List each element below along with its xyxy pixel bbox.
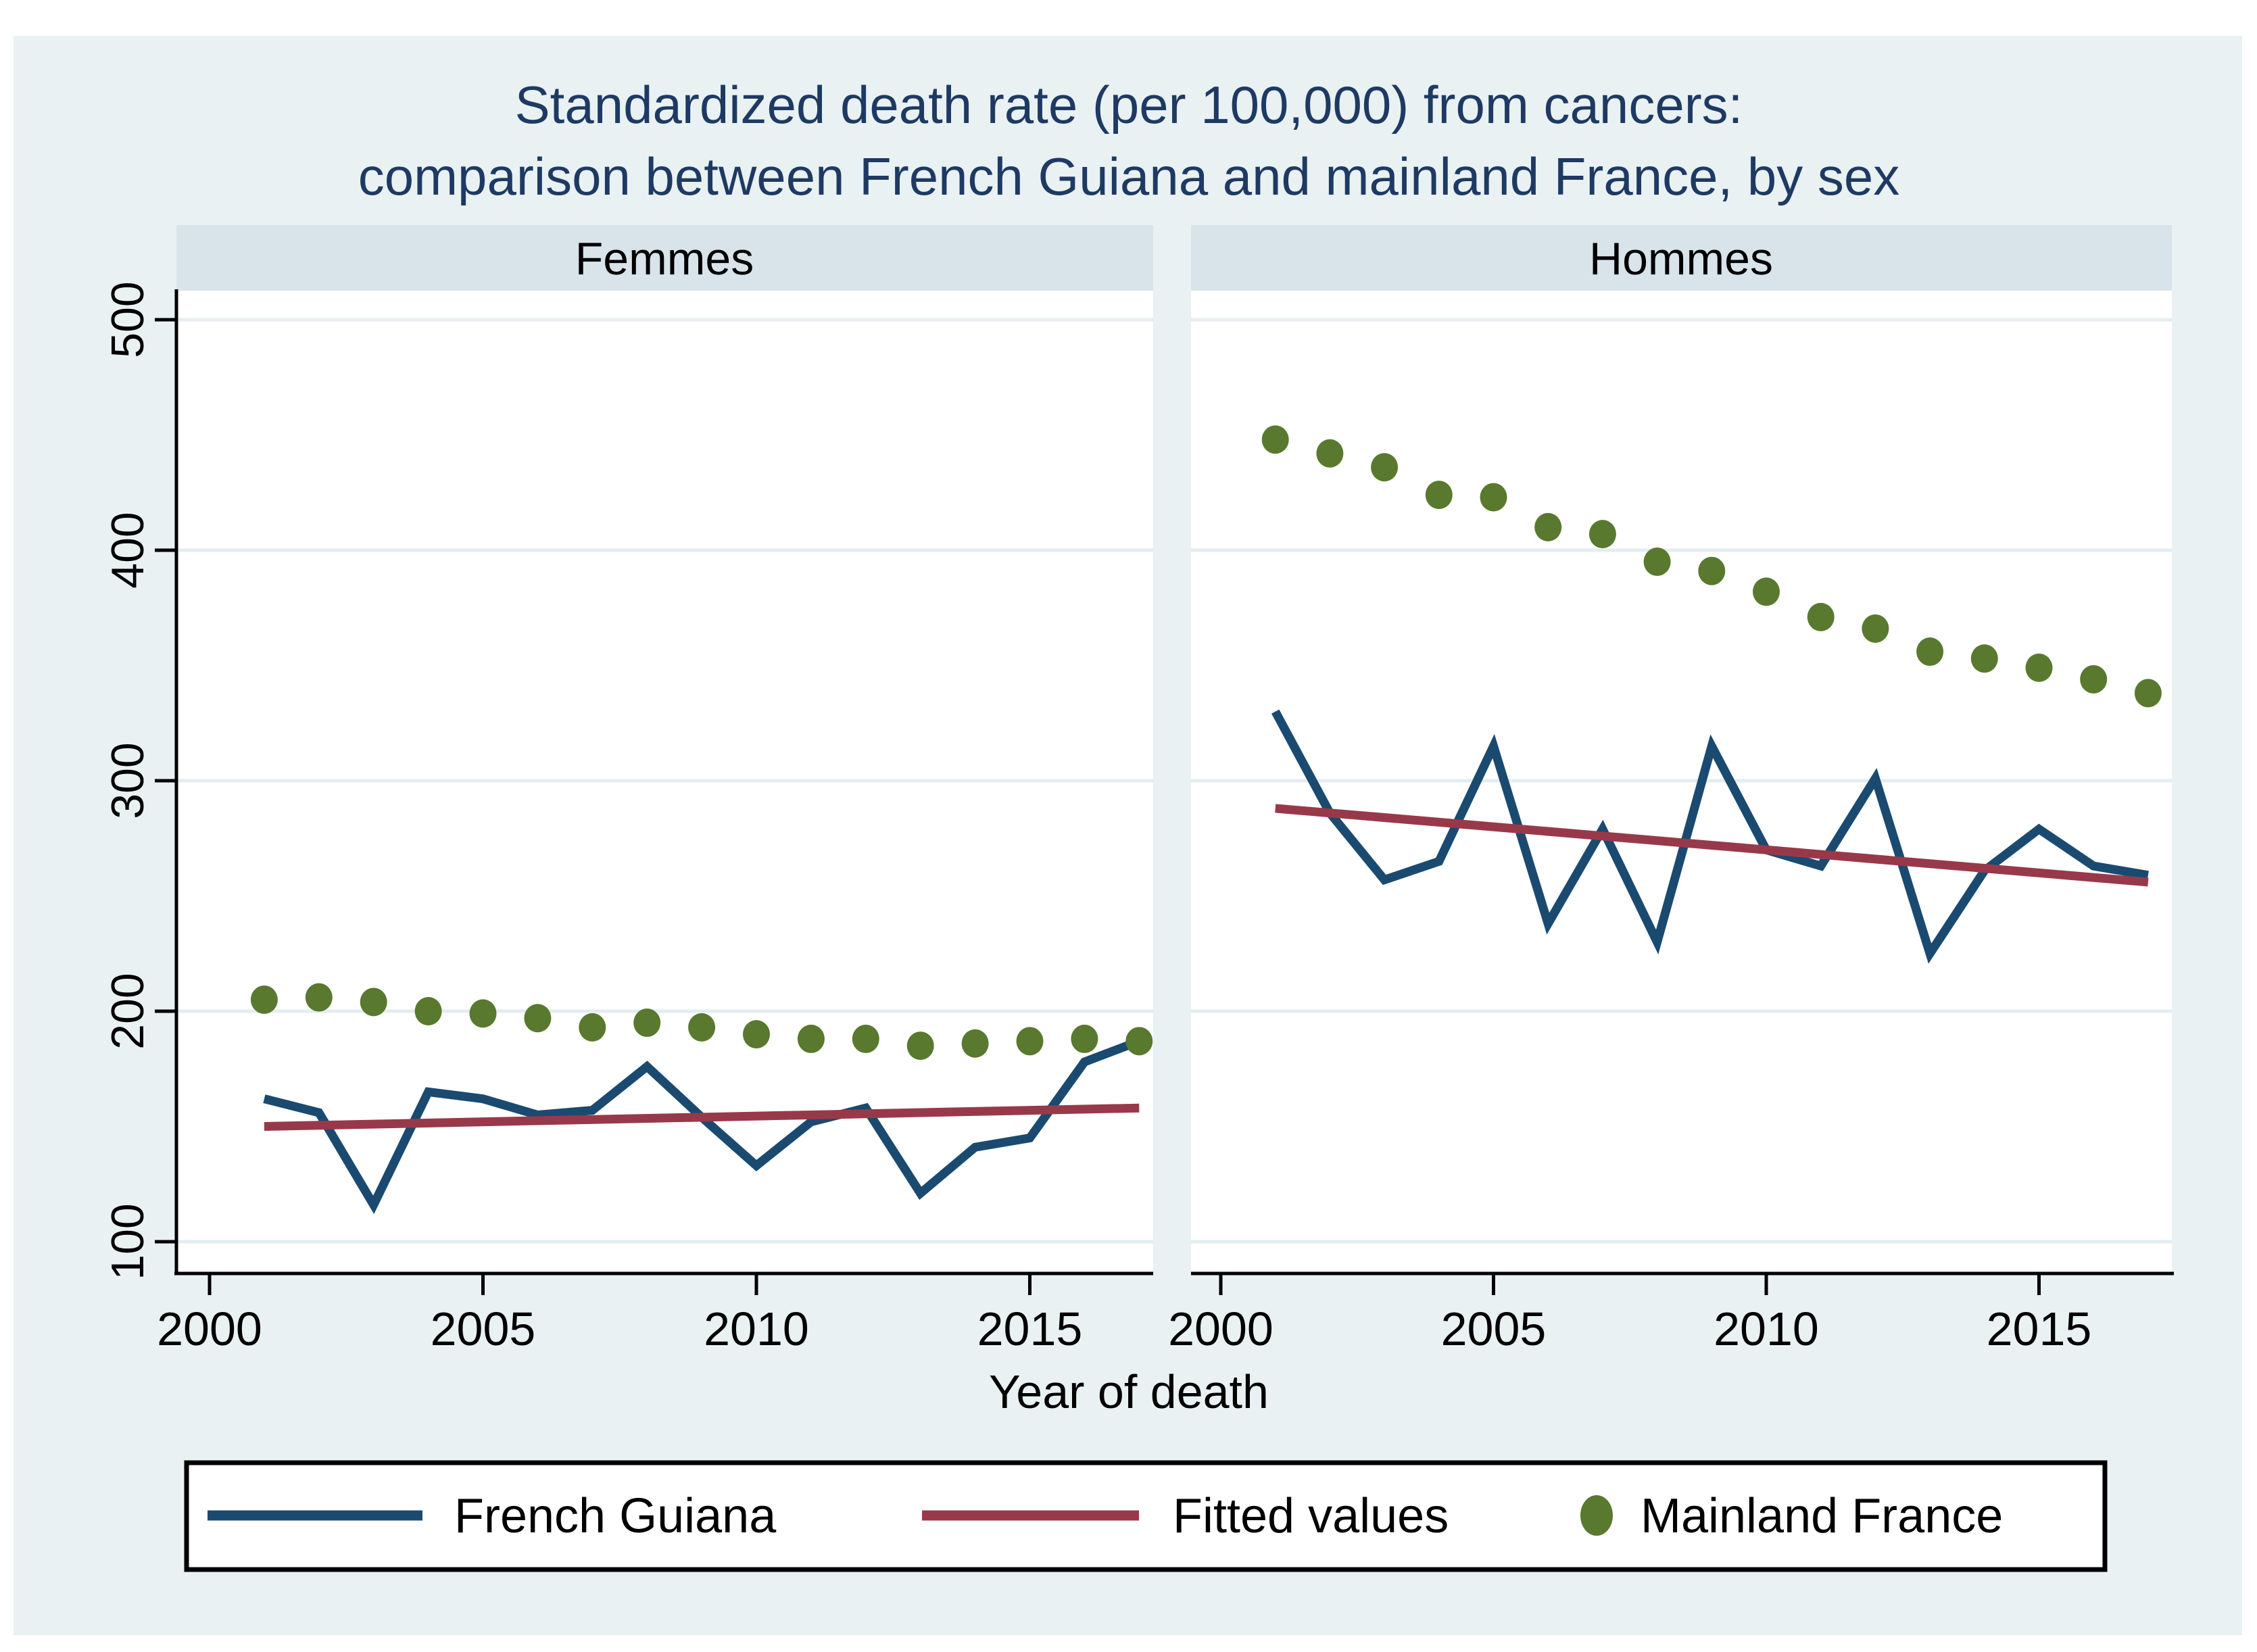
mainland-france-dot — [579, 1013, 606, 1042]
panel-label-hommes: Hommes — [1589, 233, 1773, 285]
y-axis-ticks: 100 200 300 400 500 — [102, 281, 175, 1280]
x-tick-label: 2015 — [977, 1303, 1083, 1355]
fitted-values-line — [1275, 804, 2149, 887]
mainland-france-dot — [1261, 425, 1289, 454]
legend-box — [184, 1460, 2108, 1572]
mainland-france-dot — [305, 983, 333, 1012]
mainland-france-dot — [1071, 1024, 1098, 1053]
x-tick-label: 2010 — [704, 1303, 809, 1355]
mainland-france-dot — [1425, 481, 1453, 510]
mainland-france-dot — [1916, 637, 1944, 666]
mainland-france-dot — [852, 1024, 879, 1053]
mainland-france-dot — [1862, 614, 1889, 643]
mainland-france-dot — [524, 1004, 552, 1033]
x-axis-ticks: 2000 2005 2010 2015 2000 2005 2010 2015 — [157, 1275, 2091, 1355]
y-tick-label: 400 — [102, 512, 153, 588]
mainland-france-dot — [1534, 512, 1562, 541]
panel-femmes-marks — [176, 318, 1153, 1244]
mainland-france-dot — [1016, 1027, 1044, 1056]
x-tick-label: 2010 — [1714, 1303, 1819, 1355]
legend-dot-mainland-france-icon — [1580, 1495, 1613, 1536]
legend-label-mainland-france: Mainland France — [1641, 1489, 2003, 1543]
x-tick-label: 2000 — [1168, 1303, 1273, 1355]
mainland-france-dot — [1698, 556, 1726, 585]
mainland-france-dot — [1480, 483, 1507, 512]
mainland-france-dot — [2134, 679, 2162, 708]
mainland-france-dot — [1970, 644, 1998, 673]
mainland-france-dot — [414, 997, 442, 1025]
legend-label-french-guiana: French Guiana — [454, 1489, 777, 1543]
panel-hommes-marks — [1191, 318, 2172, 1244]
chart-title-line1: Standardized death rate (per 100,000) fr… — [515, 75, 1743, 135]
panel-header-hommes — [1191, 225, 2172, 291]
legend-label-fitted-values: Fitted values — [1173, 1489, 1449, 1543]
chart-title-line2: comparison between French Guiana and mai… — [358, 147, 1900, 206]
mainland-france-dot — [743, 1020, 770, 1049]
mainland-france-dot — [250, 985, 278, 1014]
mainland-france-dot — [360, 988, 387, 1017]
mainland-france-dot — [1753, 577, 1780, 606]
x-tick-label: 2005 — [431, 1303, 536, 1355]
mainland-france-dot — [797, 1024, 825, 1053]
panel-label-femmes: Femmes — [575, 233, 754, 285]
panel-header-femmes — [176, 225, 1153, 291]
mainland-france-dot — [2025, 653, 2053, 682]
mainland-france-dot — [633, 1009, 661, 1038]
mainland-france-dot — [469, 999, 497, 1028]
y-tick-label: 300 — [102, 742, 153, 819]
y-tick-label: 100 — [102, 1203, 153, 1280]
x-tick-label: 2015 — [1987, 1303, 2092, 1355]
mainland-france-dot — [1643, 548, 1671, 577]
mainland-france-dot — [1316, 439, 1344, 468]
mainland-france-dot — [906, 1031, 934, 1061]
legend: French Guiana Fitted values Mainland Fra… — [184, 1460, 2108, 1572]
french-guiana-line — [1271, 709, 2149, 964]
fitted-values-line — [264, 1103, 1140, 1131]
mainland-france-dot — [1807, 602, 1835, 631]
x-axis-title: Year of death — [989, 1365, 1269, 1418]
mainland-france-dot — [961, 1029, 989, 1058]
mainland-france-dot — [1125, 1027, 1153, 1056]
mainland-france-dot — [1588, 520, 1616, 549]
y-tick-label: 500 — [102, 281, 153, 358]
mainland-france-dot — [688, 1013, 716, 1042]
mainland-france-dot — [2080, 664, 2108, 694]
y-tick-label: 200 — [102, 973, 153, 1049]
x-tick-label: 2000 — [157, 1303, 262, 1355]
mainland-france-dot — [1371, 453, 1399, 482]
x-tick-label: 2005 — [1441, 1303, 1547, 1355]
